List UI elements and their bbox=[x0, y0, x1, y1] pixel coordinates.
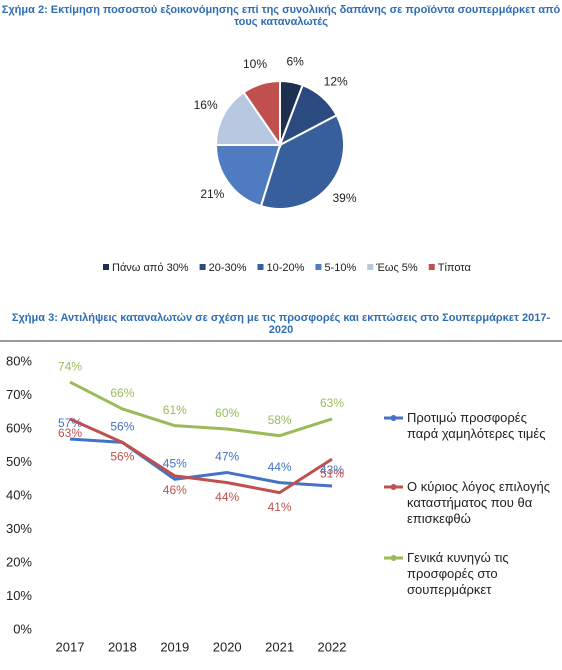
pie-slice bbox=[259, 113, 345, 210]
data-label: 21% bbox=[200, 187, 224, 201]
legend-marker bbox=[390, 415, 397, 421]
data-label: 61% bbox=[163, 403, 187, 417]
data-label: 10% bbox=[243, 57, 267, 71]
legend-marker bbox=[390, 484, 397, 490]
legend-label: 5-10% bbox=[324, 262, 356, 274]
series-line bbox=[69, 417, 333, 495]
x-tick-label: 2019 bbox=[160, 639, 189, 654]
data-label: 41% bbox=[268, 500, 292, 514]
y-tick-label: 0% bbox=[13, 621, 32, 636]
legend-label: Έως 5% bbox=[375, 262, 418, 274]
data-label: 45% bbox=[163, 456, 187, 470]
legend-swatch bbox=[257, 264, 264, 270]
x-tick-label: 2021 bbox=[265, 639, 294, 654]
data-label: 39% bbox=[333, 191, 357, 205]
x-tick-label: 2020 bbox=[213, 639, 242, 654]
legend-marker bbox=[390, 555, 397, 561]
legend-swatch bbox=[199, 264, 206, 270]
y-tick-label: 70% bbox=[6, 387, 32, 402]
x-tick-label: 2017 bbox=[56, 639, 85, 654]
data-label: 16% bbox=[194, 98, 218, 112]
line-title: Σχήμα 3: Αντιλήψεις καταναλωτών σε σχέση… bbox=[11, 312, 551, 336]
data-label: 46% bbox=[163, 483, 187, 497]
data-label: 74% bbox=[58, 359, 82, 373]
legend-label: 10-20% bbox=[267, 262, 305, 274]
data-label: 57% bbox=[58, 416, 82, 430]
y-tick-label: 30% bbox=[6, 521, 32, 536]
series-line bbox=[69, 380, 333, 438]
y-tick-label: 60% bbox=[6, 420, 32, 435]
data-label: 60% bbox=[215, 406, 239, 420]
data-label: 63% bbox=[320, 396, 344, 410]
data-label: 44% bbox=[215, 490, 239, 504]
series-line bbox=[69, 437, 333, 488]
data-label: 56% bbox=[110, 450, 134, 464]
legend-label: Γενικά κυνηγώ τις προσφορές στο σουπερμά… bbox=[407, 550, 509, 597]
data-label: 66% bbox=[110, 386, 134, 400]
x-tick-label: 2018 bbox=[108, 639, 137, 654]
legend-swatch bbox=[367, 264, 374, 270]
data-label: 58% bbox=[268, 413, 292, 427]
y-tick-label: 40% bbox=[6, 487, 32, 502]
data-label: 43% bbox=[320, 463, 344, 477]
legend-label: Πάνω από 30% bbox=[112, 262, 189, 274]
legend-swatch bbox=[428, 264, 435, 270]
pie-slice bbox=[214, 90, 282, 146]
y-tick-label: 50% bbox=[6, 454, 32, 469]
data-label: 63% bbox=[58, 426, 82, 440]
y-tick-label: 10% bbox=[6, 588, 32, 603]
data-label: 56% bbox=[110, 420, 134, 434]
y-tick-label: 20% bbox=[6, 554, 32, 569]
data-label: 12% bbox=[324, 74, 348, 88]
data-label: 51% bbox=[320, 466, 344, 480]
pie-slice bbox=[242, 79, 281, 149]
x-tick-label: 2022 bbox=[318, 639, 347, 654]
legend-label: Ο κύριος λόγος επιλογής καταστήματος που… bbox=[407, 479, 551, 526]
pie-title: Σχήμα 2: Εκτίμηση ποσοστού εξοικονόμησης… bbox=[1, 4, 561, 28]
data-label: 6% bbox=[286, 55, 304, 69]
legend-swatch bbox=[103, 264, 109, 270]
legend-label: Τίποτα bbox=[438, 262, 472, 274]
data-label: 47% bbox=[215, 450, 239, 464]
legend-swatch bbox=[315, 264, 322, 270]
legend-label: Προτιμώ προσφορές παρά χαμηλότερες τιμές bbox=[407, 410, 546, 441]
y-tick-label: 80% bbox=[6, 353, 32, 368]
data-label: 44% bbox=[268, 460, 292, 474]
legend-label: 20-30% bbox=[209, 262, 247, 274]
pie-slice bbox=[214, 144, 282, 208]
